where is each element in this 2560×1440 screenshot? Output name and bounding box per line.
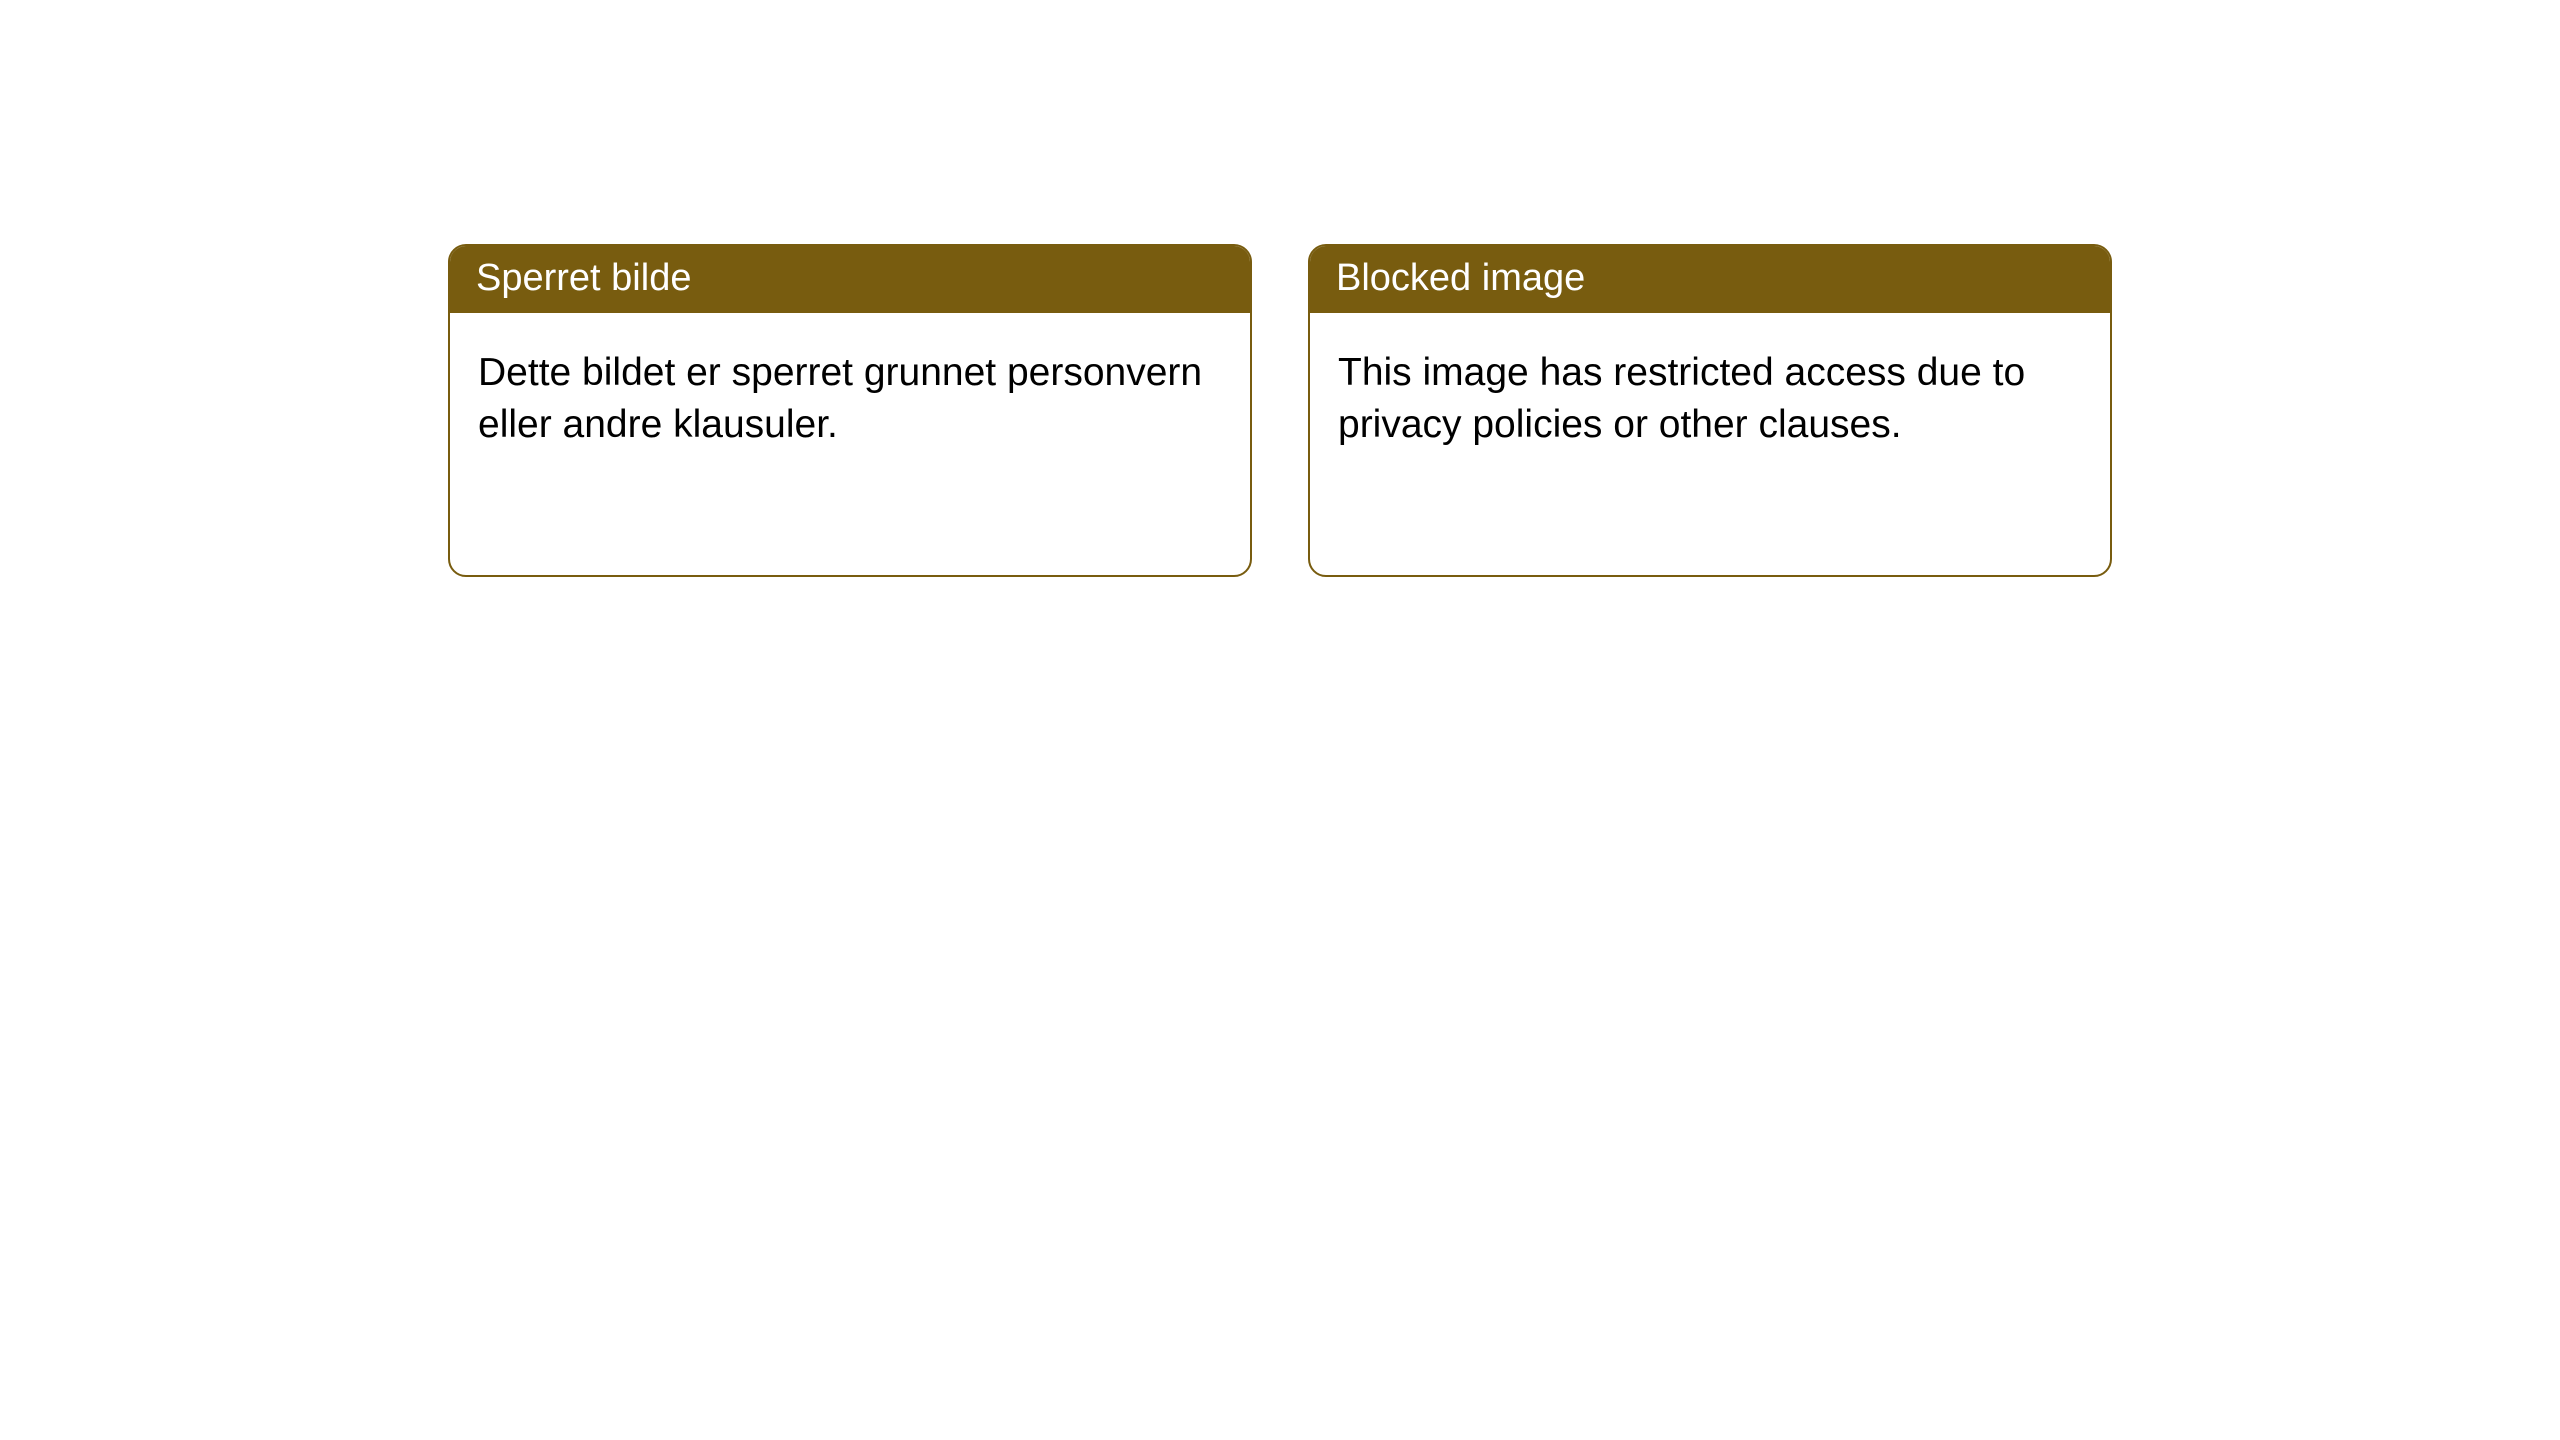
notice-body-text: Dette bildet er sperret grunnet personve… [478, 351, 1202, 446]
notice-card-body: This image has restricted access due to … [1310, 313, 2110, 485]
notice-card-body: Dette bildet er sperret grunnet personve… [450, 313, 1250, 485]
notice-card-norwegian: Sperret bilde Dette bildet er sperret gr… [448, 244, 1252, 577]
notice-card-english: Blocked image This image has restricted … [1308, 244, 2112, 577]
notice-body-text: This image has restricted access due to … [1338, 351, 2025, 446]
notice-title: Blocked image [1336, 257, 1585, 299]
notice-card-header: Sperret bilde [450, 246, 1250, 313]
notices-container: Sperret bilde Dette bildet er sperret gr… [0, 0, 2560, 577]
notice-card-header: Blocked image [1310, 246, 2110, 313]
notice-title: Sperret bilde [476, 257, 691, 299]
